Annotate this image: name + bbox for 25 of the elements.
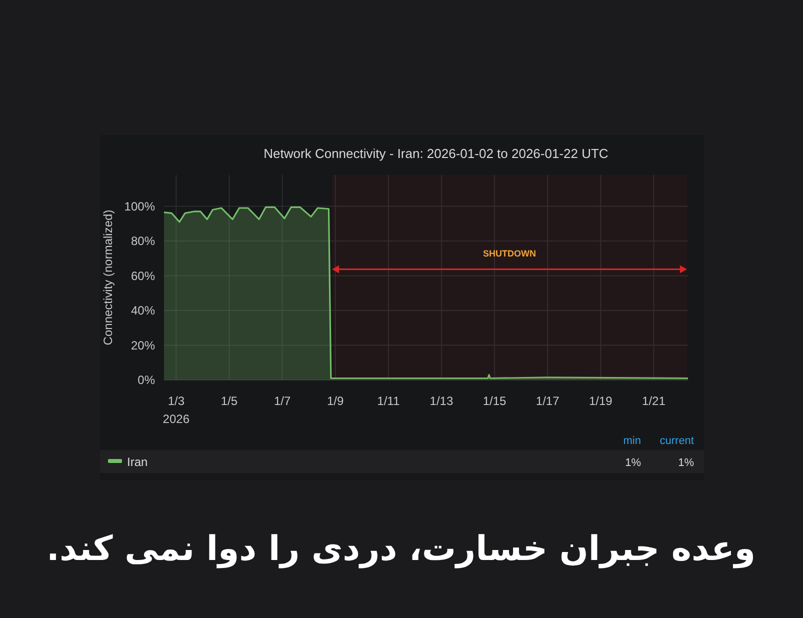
text: وعده جبران خسارت، دردی را دوا نمی کند. — [46, 529, 756, 569]
x-tick-label: 1/13 — [430, 394, 454, 408]
x-tick-label: 1/3 2026 — [162, 394, 190, 426]
text: 1% — [625, 457, 642, 469]
y-tick-label: 60% — [130, 268, 156, 283]
y-tick-label: 100% — [124, 199, 156, 214]
text: 1% — [678, 457, 694, 469]
y-axis-title: Connectivity (normalized) — [101, 210, 115, 346]
x-tick-label: 1/21 — [642, 394, 666, 408]
x-tick-label: 1/19 — [588, 394, 613, 408]
y-tick-label: 80% — [130, 234, 156, 248]
band-label: SHUTDOWN — [482, 248, 536, 258]
x-tick-label: 1/11 — [377, 394, 400, 408]
y-tick-label: 20% — [130, 338, 156, 352]
legend-label: Iran — [127, 455, 148, 469]
chart-title: Network Connectivity - Iran: 2026-01-02 to 2026-01-22 UTC — [264, 146, 608, 161]
x-tick-label: 1/15 — [482, 394, 507, 408]
text: min — [623, 435, 641, 447]
x-tick-label: 1/7 — [274, 394, 291, 408]
x-tick-label: 1/9 — [327, 394, 344, 408]
x-tick-label: 1/17 — [536, 394, 560, 408]
text: current — [660, 435, 694, 447]
y-tick-label: 40% — [130, 304, 156, 318]
x-tick-label: 1/5 — [220, 394, 238, 408]
y-tick-label: 0% — [138, 373, 156, 387]
